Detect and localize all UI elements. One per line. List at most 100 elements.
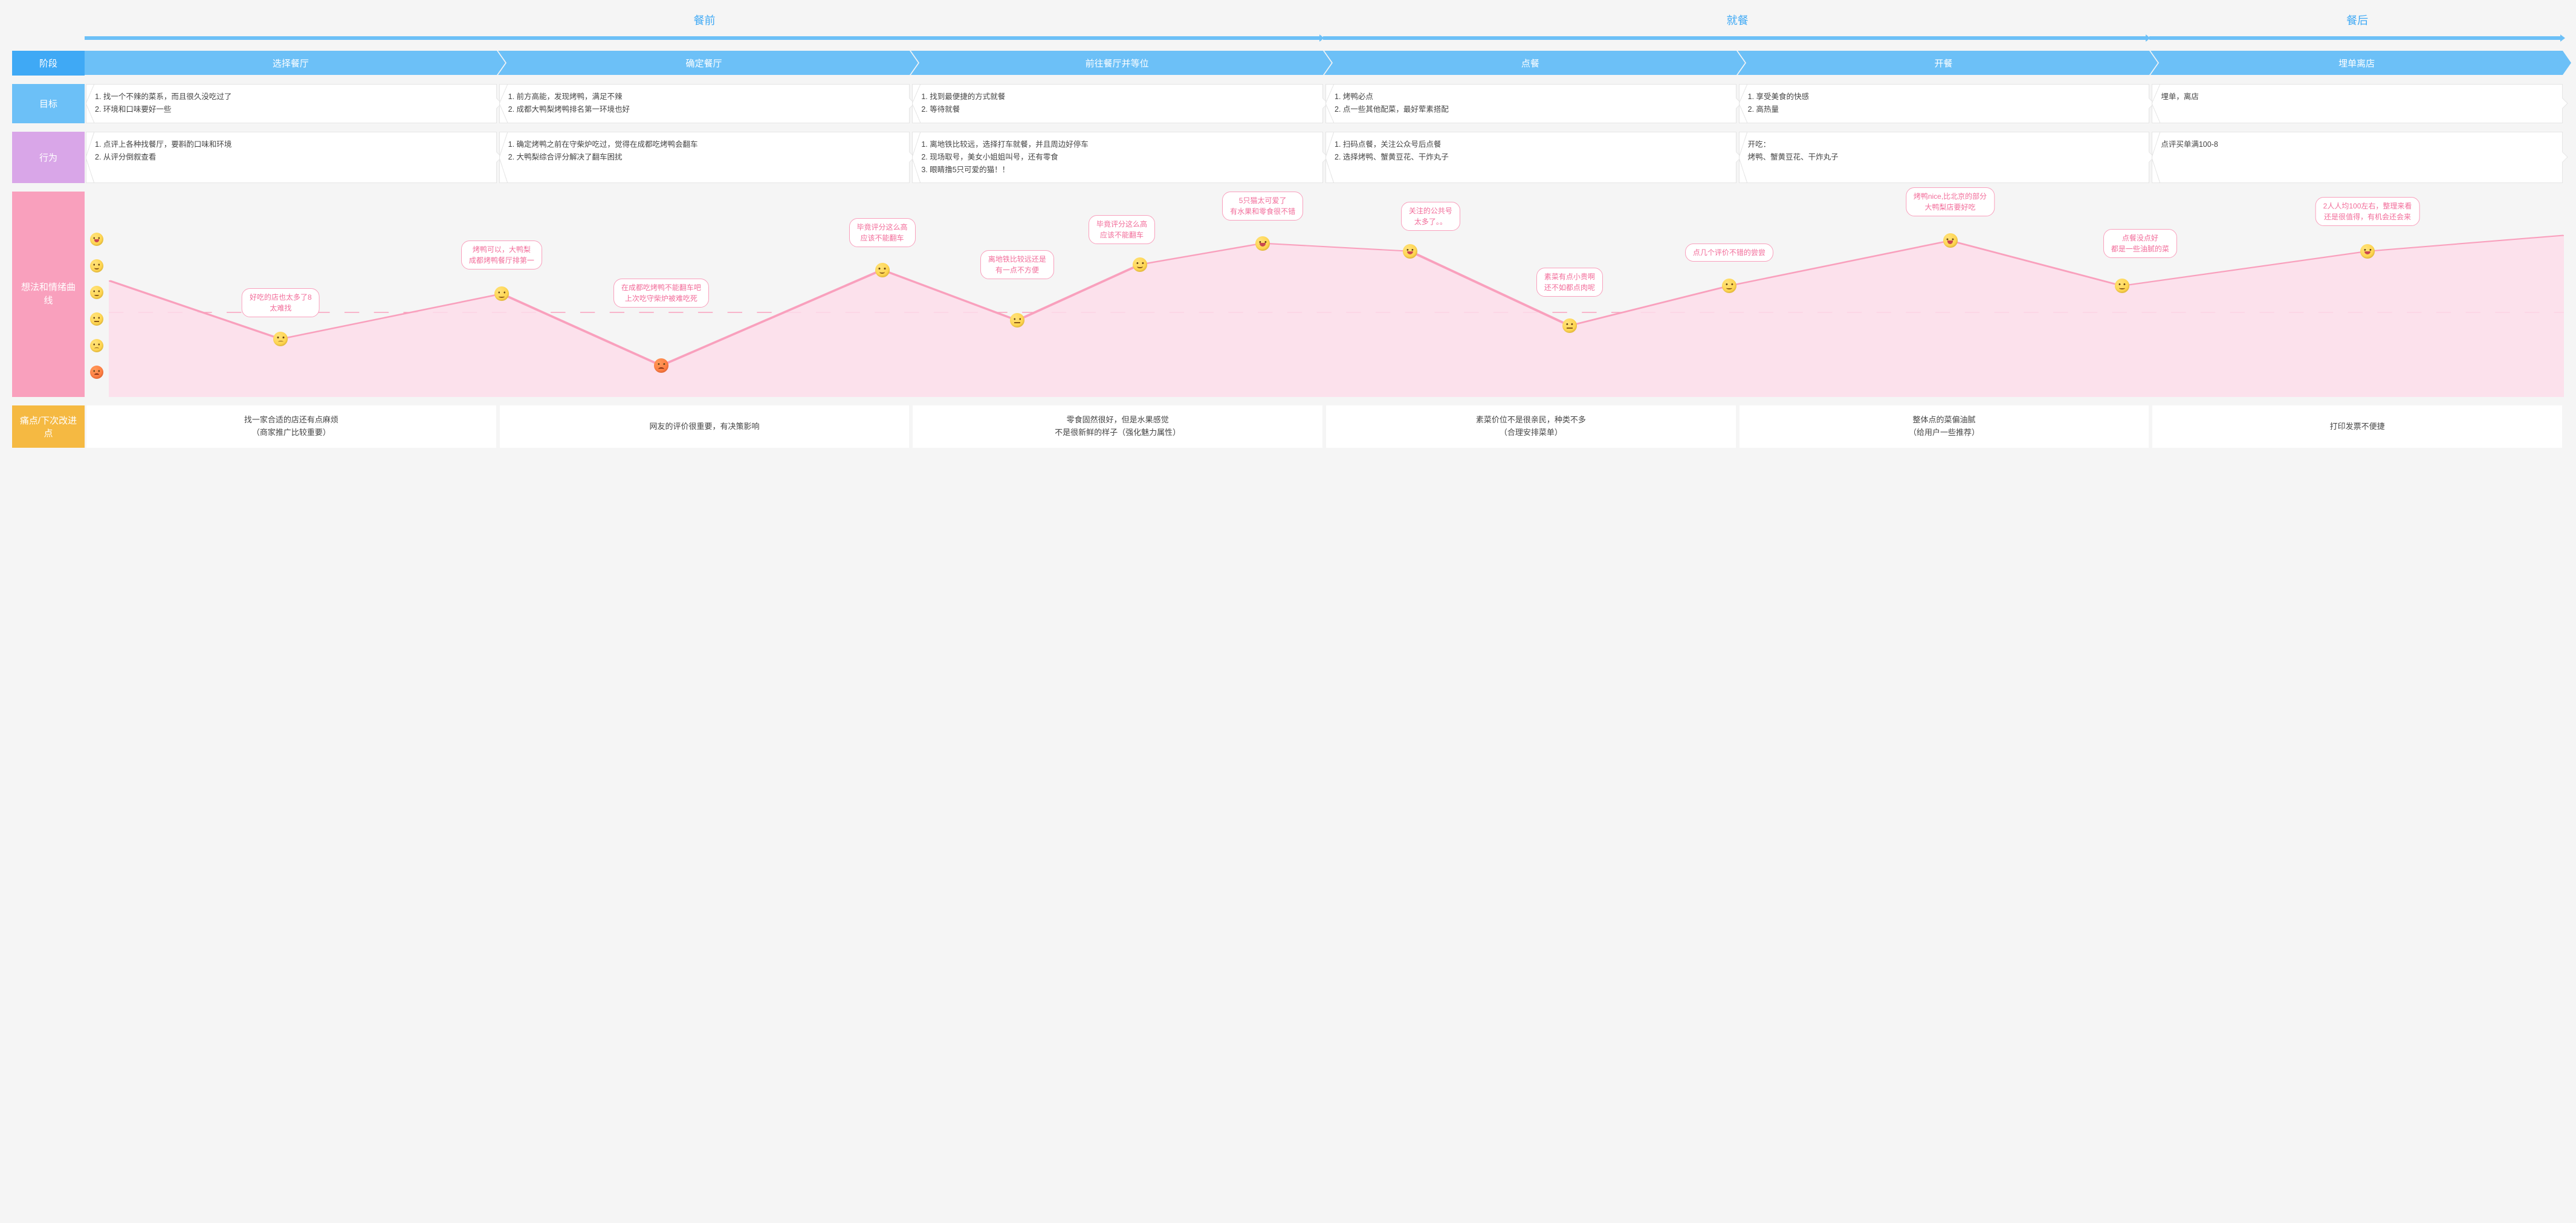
thought-bubble: 烤鸭nice,比北京的部分大鸭梨店要好吃 <box>1906 187 1995 216</box>
top-section-label: 就餐 <box>1324 12 2150 31</box>
customer-journey-map: 餐前就餐餐后 阶段 选择餐厅 确定餐厅 前往餐厅并等位 点餐 开餐 埋单离店 目… <box>12 12 2564 448</box>
stage-arrow: 开餐 <box>1738 51 2150 75</box>
top-sections-line <box>85 36 2564 40</box>
emotion-point-meh-icon <box>1010 313 1024 328</box>
thought-bubble: 2人人均100左右，整理来看还是很值得，有机会还会来 <box>2315 197 2420 226</box>
emotion-point-happy-icon <box>1133 257 1147 272</box>
thought-bubble: 点几个评价不错的尝尝 <box>1685 244 1773 262</box>
emotion-point-neutral-icon <box>2115 279 2129 293</box>
stage-label: 点餐 <box>1521 57 1539 69</box>
ecstatic-icon <box>90 233 103 246</box>
thought-bubble: 离地铁比较远还是有一点不方便 <box>980 250 1054 279</box>
goal-text: 1. 前方高能，发现烤鸭，满足不辣2. 成都大鸭梨烤鸭排名第一环境也好 <box>508 91 899 117</box>
pain-box: 找一家合适的店还有点麻烦（商家推广比较重要） <box>86 405 496 448</box>
behavior-box: 1. 离地铁比较远，选择打车就餐，并且周边好停车2. 现场取号，美女小姐姐叫号，… <box>912 132 1323 184</box>
sad-icon <box>90 339 103 352</box>
pain-text: 零食固然很好，但是水果感觉不是很新鲜的样子（强化魅力属性） <box>1055 414 1180 439</box>
thought-bubble: 5只猫太可爱了有水果和零食很不错 <box>1222 192 1303 221</box>
row-label-behavior: 行为 <box>12 132 85 184</box>
stage-label: 埋单离店 <box>2338 57 2375 69</box>
emotion-point-ecstatic-icon <box>1255 236 1270 251</box>
thought-bubble: 点餐没点好都是一些油腻的菜 <box>2103 229 2177 258</box>
behavior-text: 点评买单满100-8 <box>2161 138 2551 151</box>
goal-text: 1. 烤鸭必点2. 点一些其他配菜，最好荤素搭配 <box>1335 91 1725 117</box>
emotion-point-happy-icon <box>875 263 890 277</box>
emotion-point-ecstatic-icon <box>1943 233 1958 248</box>
emotion-point-ecstatic-icon <box>1403 244 1417 259</box>
spacer <box>12 12 85 36</box>
behavior-box: 开吃：烤鸭、蟹黄豆花、干炸丸子 <box>1739 132 2150 184</box>
row-label-emotion: 想法和情绪曲线 <box>12 192 85 397</box>
pain-text: 打印发票不便捷 <box>2330 421 2385 433</box>
emotion-point-sad-icon <box>273 332 288 346</box>
thought-bubble: 关注的公共号太多了。。 <box>1401 202 1460 231</box>
top-section-line <box>85 36 1321 40</box>
pain-text: 找一家合适的店还有点麻烦（商家推广比较重要） <box>244 414 338 439</box>
spacer <box>12 36 85 51</box>
emotion-chart: 好吃的店也太多了8太难找 烤鸭可以，大鸭梨成都烤鸭餐厅排第一在成都吃烤鸭不能翻车吧… <box>109 192 2564 397</box>
thought-bubble: 毕竟评分这么高应该不能翻车 <box>1089 215 1155 244</box>
emotion-point-neutral-icon <box>494 286 509 301</box>
pain-box: 素菜价位不是很亲民，种类不多（合理安排菜单） <box>1326 405 1736 448</box>
goal-text: 1. 找到最便捷的方式就餐2. 等待就餐 <box>921 91 1312 117</box>
goal-box: 1. 享受美食的快感2. 高热量 <box>1739 84 2150 123</box>
angry-icon <box>90 366 103 379</box>
stage-arrow: 点餐 <box>1324 51 1736 75</box>
emotion-point-neutral-icon <box>1722 279 1736 293</box>
goal-text: 1. 找一个不辣的菜系，而且很久没吃过了2. 环境和口味要好一些 <box>95 91 485 117</box>
goal-box: 1. 前方高能，发现烤鸭，满足不辣2. 成都大鸭梨烤鸭排名第一环境也好 <box>499 84 910 123</box>
emoji-scale <box>85 192 109 397</box>
top-section-line <box>2149 36 2561 40</box>
stage-arrow: 埋单离店 <box>2150 51 2563 75</box>
stage-arrow: 选择餐厅 <box>85 51 497 75</box>
emotion-point-meh-icon <box>1562 318 1577 333</box>
top-section-label: 餐后 <box>2150 12 2564 31</box>
top-sections: 餐前就餐餐后 <box>85 12 2564 31</box>
goal-box: 1. 找到最便捷的方式就餐2. 等待就餐 <box>912 84 1323 123</box>
thought-bubble: 好吃的店也太多了8太难找 <box>242 288 320 317</box>
meh-icon <box>90 312 103 326</box>
stage-arrow: 前往餐厅并等位 <box>911 51 1323 75</box>
behavior-text: 1. 离地铁比较远，选择打车就餐，并且周边好停车2. 现场取号，美女小姐姐叫号，… <box>921 138 1312 177</box>
row-label-stage: 阶段 <box>12 51 85 76</box>
pain-box: 网友的评价很重要，有决策影响 <box>500 405 910 448</box>
pain-text: 素菜价位不是很亲民，种类不多（合理安排菜单） <box>1476 414 1586 439</box>
behavior-text: 1. 扫码点餐，关注公众号后点餐2. 选择烤鸭、蟹黄豆花、干炸丸子 <box>1335 138 1725 164</box>
stage-label: 开餐 <box>1934 57 1952 69</box>
behavior-text: 开吃：烤鸭、蟹黄豆花、干炸丸子 <box>1748 138 2138 164</box>
thought-bubble: 在成都吃烤鸭不能翻车吧上次吃守柴炉被难吃死 <box>613 279 709 308</box>
behavior-box: 点评买单满100-8 <box>2152 132 2563 184</box>
stage-label: 前往餐厅并等位 <box>1086 57 1149 69</box>
pain-text: 整体点的菜偏油腻（给用户一些推荐） <box>1909 414 1979 439</box>
pain-box: 整体点的菜偏油腻（给用户一些推荐） <box>1739 405 2149 448</box>
goal-box: 1. 烤鸭必点2. 点一些其他配菜，最好荤素搭配 <box>1325 84 1736 123</box>
behavior-box: 1. 扫码点餐，关注公众号后点餐2. 选择烤鸭、蟹黄豆花、干炸丸子 <box>1325 132 1736 184</box>
pain-box: 零食固然很好，但是水果感觉不是很新鲜的样子（强化魅力属性） <box>913 405 1322 448</box>
stage-label: 确定餐厅 <box>685 57 722 69</box>
behavior-text: 1. 确定烤鸭之前在守柴炉吃过，觉得在成都吃烤鸭会翻车2. 大鸭梨综合评分解决了… <box>508 138 899 164</box>
row-label-goal: 目标 <box>12 84 85 123</box>
top-section-line <box>1323 36 2147 40</box>
goal-text: 埋单，离店 <box>2161 91 2551 103</box>
goal-box: 埋单，离店 <box>2152 84 2563 123</box>
neutral-icon <box>90 286 103 299</box>
behavior-box: 1. 点评上各种找餐厅，要斟酌口味和环境2. 从评分倒叙查看 <box>86 132 497 184</box>
happy-icon <box>90 259 103 273</box>
behavior-box: 1. 确定烤鸭之前在守柴炉吃过，觉得在成都吃烤鸭会翻车2. 大鸭梨综合评分解决了… <box>499 132 910 184</box>
behavior-text: 1. 点评上各种找餐厅，要斟酌口味和环境2. 从评分倒叙查看 <box>95 138 485 164</box>
emotion-row: 想法和情绪曲线 好吃的店也太多了8太难找 烤鸭可以，大鸭梨成都烤鸭餐厅排第一在成都… <box>12 192 2564 397</box>
pain-text: 网友的评价很重要，有决策影响 <box>649 421 759 433</box>
pain-box: 打印发票不便捷 <box>2152 405 2562 448</box>
thought-bubble: 烤鸭可以，大鸭梨成都烤鸭餐厅排第一 <box>461 240 542 269</box>
goal-text: 1. 享受美食的快感2. 高热量 <box>1748 91 2138 117</box>
top-section-label: 餐前 <box>85 12 1324 31</box>
emotion-point-angry-icon <box>654 358 668 373</box>
thought-bubble: 毕竟评分这么高应该不能翻车 <box>849 218 916 247</box>
stage-arrow: 确定餐厅 <box>498 51 910 75</box>
thought-bubble: 素菜有点小贵啊还不如都点肉呢 <box>1536 268 1603 297</box>
stage-label: 选择餐厅 <box>273 57 309 69</box>
row-label-pain: 痛点/下次改进点 <box>12 405 85 448</box>
emotion-point-ecstatic-icon <box>2360 244 2375 259</box>
goal-box: 1. 找一个不辣的菜系，而且很久没吃过了2. 环境和口味要好一些 <box>86 84 497 123</box>
emotion-chart-svg <box>109 192 2564 397</box>
